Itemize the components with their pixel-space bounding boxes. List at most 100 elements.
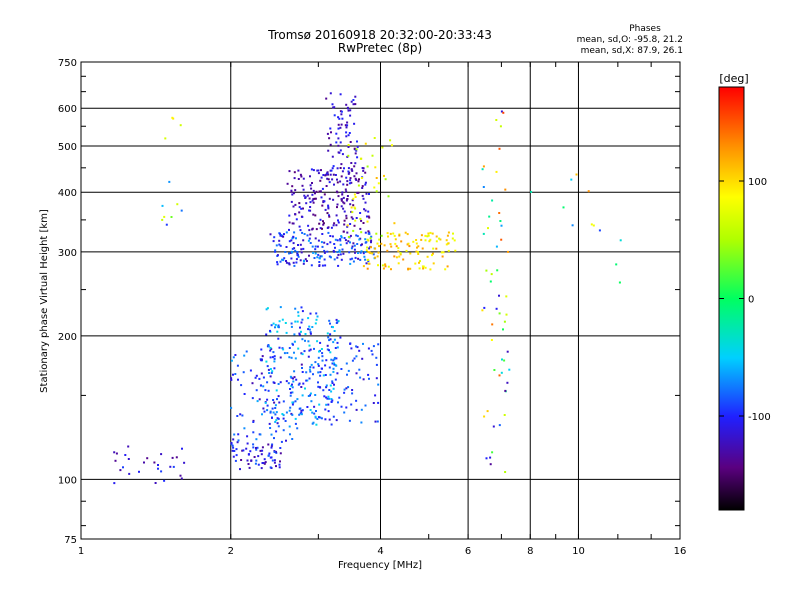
data-point <box>317 172 320 175</box>
data-point <box>340 110 343 113</box>
data-point <box>293 376 296 379</box>
data-point <box>333 383 335 386</box>
data-point <box>299 229 302 232</box>
data-point <box>502 111 505 114</box>
data-point <box>345 176 348 179</box>
data-point <box>310 400 313 403</box>
y-tick-label: 750 <box>58 58 77 69</box>
data-point <box>291 247 294 250</box>
data-point <box>330 401 333 403</box>
data-point <box>344 124 347 127</box>
data-point <box>371 353 374 356</box>
x-tick-label: 4 <box>377 546 383 557</box>
data-point <box>369 237 372 240</box>
data-point <box>128 472 131 475</box>
data-point <box>365 262 368 265</box>
data-point <box>323 200 326 203</box>
data-point <box>381 264 384 267</box>
data-point <box>350 206 353 209</box>
data-point <box>319 218 322 221</box>
data-point <box>267 344 270 346</box>
data-point <box>286 182 289 185</box>
data-point <box>356 191 359 194</box>
data-point <box>353 248 356 251</box>
data-point <box>427 234 430 237</box>
data-point <box>491 451 494 454</box>
data-point <box>232 446 235 449</box>
data-point <box>338 396 341 399</box>
data-point <box>267 443 270 446</box>
data-point <box>266 381 269 384</box>
data-point <box>428 240 431 243</box>
data-point <box>266 365 269 368</box>
data-point <box>342 201 345 204</box>
data-point <box>328 137 331 140</box>
data-point <box>340 368 343 370</box>
data-point <box>279 244 282 247</box>
data-point <box>334 347 337 349</box>
data-point <box>345 217 348 220</box>
data-point <box>351 257 354 260</box>
data-point <box>346 124 349 127</box>
data-point <box>356 140 358 143</box>
data-point <box>492 425 495 428</box>
data-point <box>309 370 312 373</box>
data-point <box>277 383 280 385</box>
data-point <box>352 242 355 245</box>
data-point <box>236 364 239 367</box>
data-point <box>312 366 315 369</box>
data-point <box>349 342 352 345</box>
data-point <box>389 243 392 246</box>
data-point <box>160 470 163 473</box>
data-point <box>354 177 357 180</box>
data-point <box>294 400 297 403</box>
data-point <box>269 411 272 414</box>
data-point <box>168 180 171 183</box>
data-point <box>271 443 274 446</box>
data-point <box>481 168 484 171</box>
data-point <box>269 233 272 236</box>
data-point <box>319 255 322 258</box>
data-point <box>394 238 397 241</box>
data-point <box>323 249 326 252</box>
data-point <box>293 231 296 234</box>
data-point <box>431 252 434 255</box>
data-point <box>309 331 312 334</box>
data-point <box>270 446 273 449</box>
data-point <box>354 256 357 259</box>
data-point <box>297 244 299 246</box>
data-point <box>357 252 359 254</box>
data-point <box>157 464 159 466</box>
data-point <box>336 181 339 184</box>
data-point <box>363 208 366 211</box>
data-point <box>289 433 291 436</box>
data-point <box>308 377 311 380</box>
data-point <box>255 459 258 462</box>
data-point <box>357 184 360 187</box>
data-point <box>172 117 175 120</box>
data-point <box>127 458 130 460</box>
data-point <box>234 354 237 356</box>
data-point <box>343 237 346 239</box>
data-point <box>354 251 356 254</box>
data-point <box>390 245 393 248</box>
data-point <box>260 467 263 470</box>
data-point <box>291 413 294 416</box>
data-point <box>289 388 291 390</box>
data-point <box>285 231 288 234</box>
data-point <box>318 403 321 406</box>
data-point <box>247 453 250 456</box>
data-point <box>326 243 329 246</box>
data-point <box>349 141 352 143</box>
data-point <box>290 322 293 325</box>
data-point <box>378 245 380 248</box>
data-point <box>485 457 488 460</box>
data-point <box>311 182 313 184</box>
data-point <box>375 232 378 235</box>
data-point <box>303 194 306 197</box>
y-tick-label: 600 <box>58 104 77 115</box>
data-point <box>318 261 321 263</box>
data-point <box>339 93 342 96</box>
data-point <box>281 413 284 415</box>
data-point <box>291 403 294 406</box>
